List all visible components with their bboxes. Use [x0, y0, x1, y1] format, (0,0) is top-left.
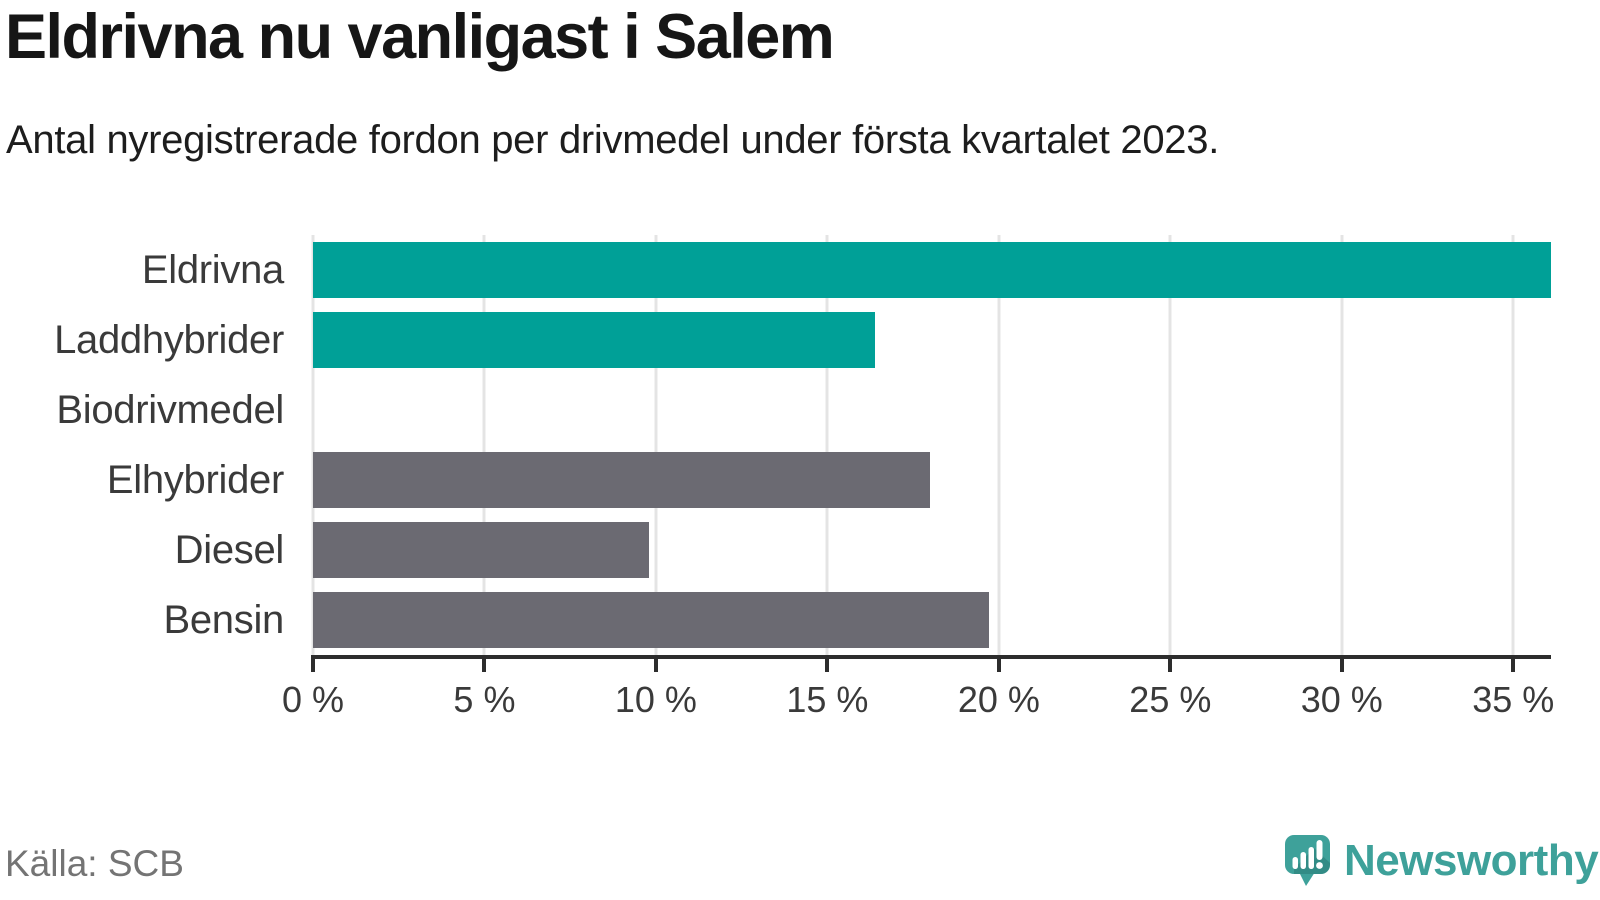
- x-tick-label-15pct: 15 %: [786, 679, 869, 720]
- bar-laddhybrider: [313, 312, 876, 368]
- x-tick-15pct: [825, 655, 830, 672]
- gridline-15pct: [825, 235, 829, 655]
- x-tick-0pct: [311, 655, 315, 672]
- x-axis: 0 % 5 % 10 % 15 % 20 % 25 % 30 % 35 %: [282, 655, 1554, 720]
- x-tick-5pct: [482, 655, 487, 672]
- x-tick-25pct: [1168, 655, 1173, 672]
- x-tick-label-25pct: 25 %: [1129, 679, 1212, 720]
- chart-title: Eldrivna nu vanligast i Salem: [5, 2, 835, 72]
- x-tick-20pct: [996, 655, 1001, 672]
- gridline-5pct: [482, 235, 486, 655]
- x-tick-label-35pct: 35 %: [1472, 679, 1555, 720]
- bar-eldrivna: [313, 242, 1551, 298]
- gridline-35pct: [1511, 235, 1515, 655]
- logo-bar-2: [1300, 852, 1306, 869]
- gridline-10pct: [654, 235, 658, 655]
- source-note: Källa: SCB: [5, 843, 184, 884]
- logo-bubble-tail: [1299, 872, 1315, 886]
- logo-exclamation-bar: [1316, 840, 1323, 860]
- chart-subtitle: Antal nyregistrerade fordon per drivmede…: [6, 118, 1220, 162]
- logo-exclamation-dot: [1316, 862, 1323, 869]
- category-label-laddhybrider: Laddhybrider: [54, 317, 284, 362]
- category-label-bensin: Bensin: [163, 597, 284, 642]
- x-tick-10pct: [653, 655, 658, 672]
- logo-bar-1: [1292, 857, 1298, 869]
- y-axis-labels: Eldrivna Laddhybrider Biodrivmedel Elhybrid…: [0, 235, 284, 655]
- newsworthy-logo: Newsworthy: [1284, 834, 1599, 887]
- category-label-eldrivna: Eldrivna: [141, 247, 284, 292]
- category-label-biodrivmedel: Biodrivmedel: [56, 387, 284, 432]
- x-tick-label-20pct: 20 %: [957, 679, 1040, 720]
- newsworthy-logo-text: Newsworthy: [1344, 835, 1599, 885]
- newsworthy-logo-icon: [1285, 835, 1330, 886]
- x-tick-label-5pct: 5 %: [453, 679, 516, 720]
- bar-diesel: [313, 522, 650, 578]
- plot-area: [311, 235, 1551, 655]
- category-label-diesel: Diesel: [174, 527, 285, 572]
- gridline-30pct: [1340, 235, 1344, 655]
- gridline-25pct: [1168, 235, 1172, 655]
- gridline-0pct: [311, 235, 315, 655]
- gridline-20pct: [997, 235, 1001, 655]
- x-tick-label-30pct: 30 %: [1300, 679, 1383, 720]
- x-tick-35pct: [1511, 655, 1516, 672]
- bar-bensin: [313, 592, 989, 648]
- category-label-elhybrider: Elhybrider: [106, 457, 284, 502]
- x-tick-label-0pct: 0 %: [281, 679, 345, 720]
- bar-elhybrider: [313, 452, 931, 508]
- x-tick-label-10pct: 10 %: [614, 679, 697, 720]
- x-axis-line: [313, 655, 1551, 659]
- logo-bar-3: [1308, 847, 1314, 869]
- x-tick-30pct: [1339, 655, 1344, 672]
